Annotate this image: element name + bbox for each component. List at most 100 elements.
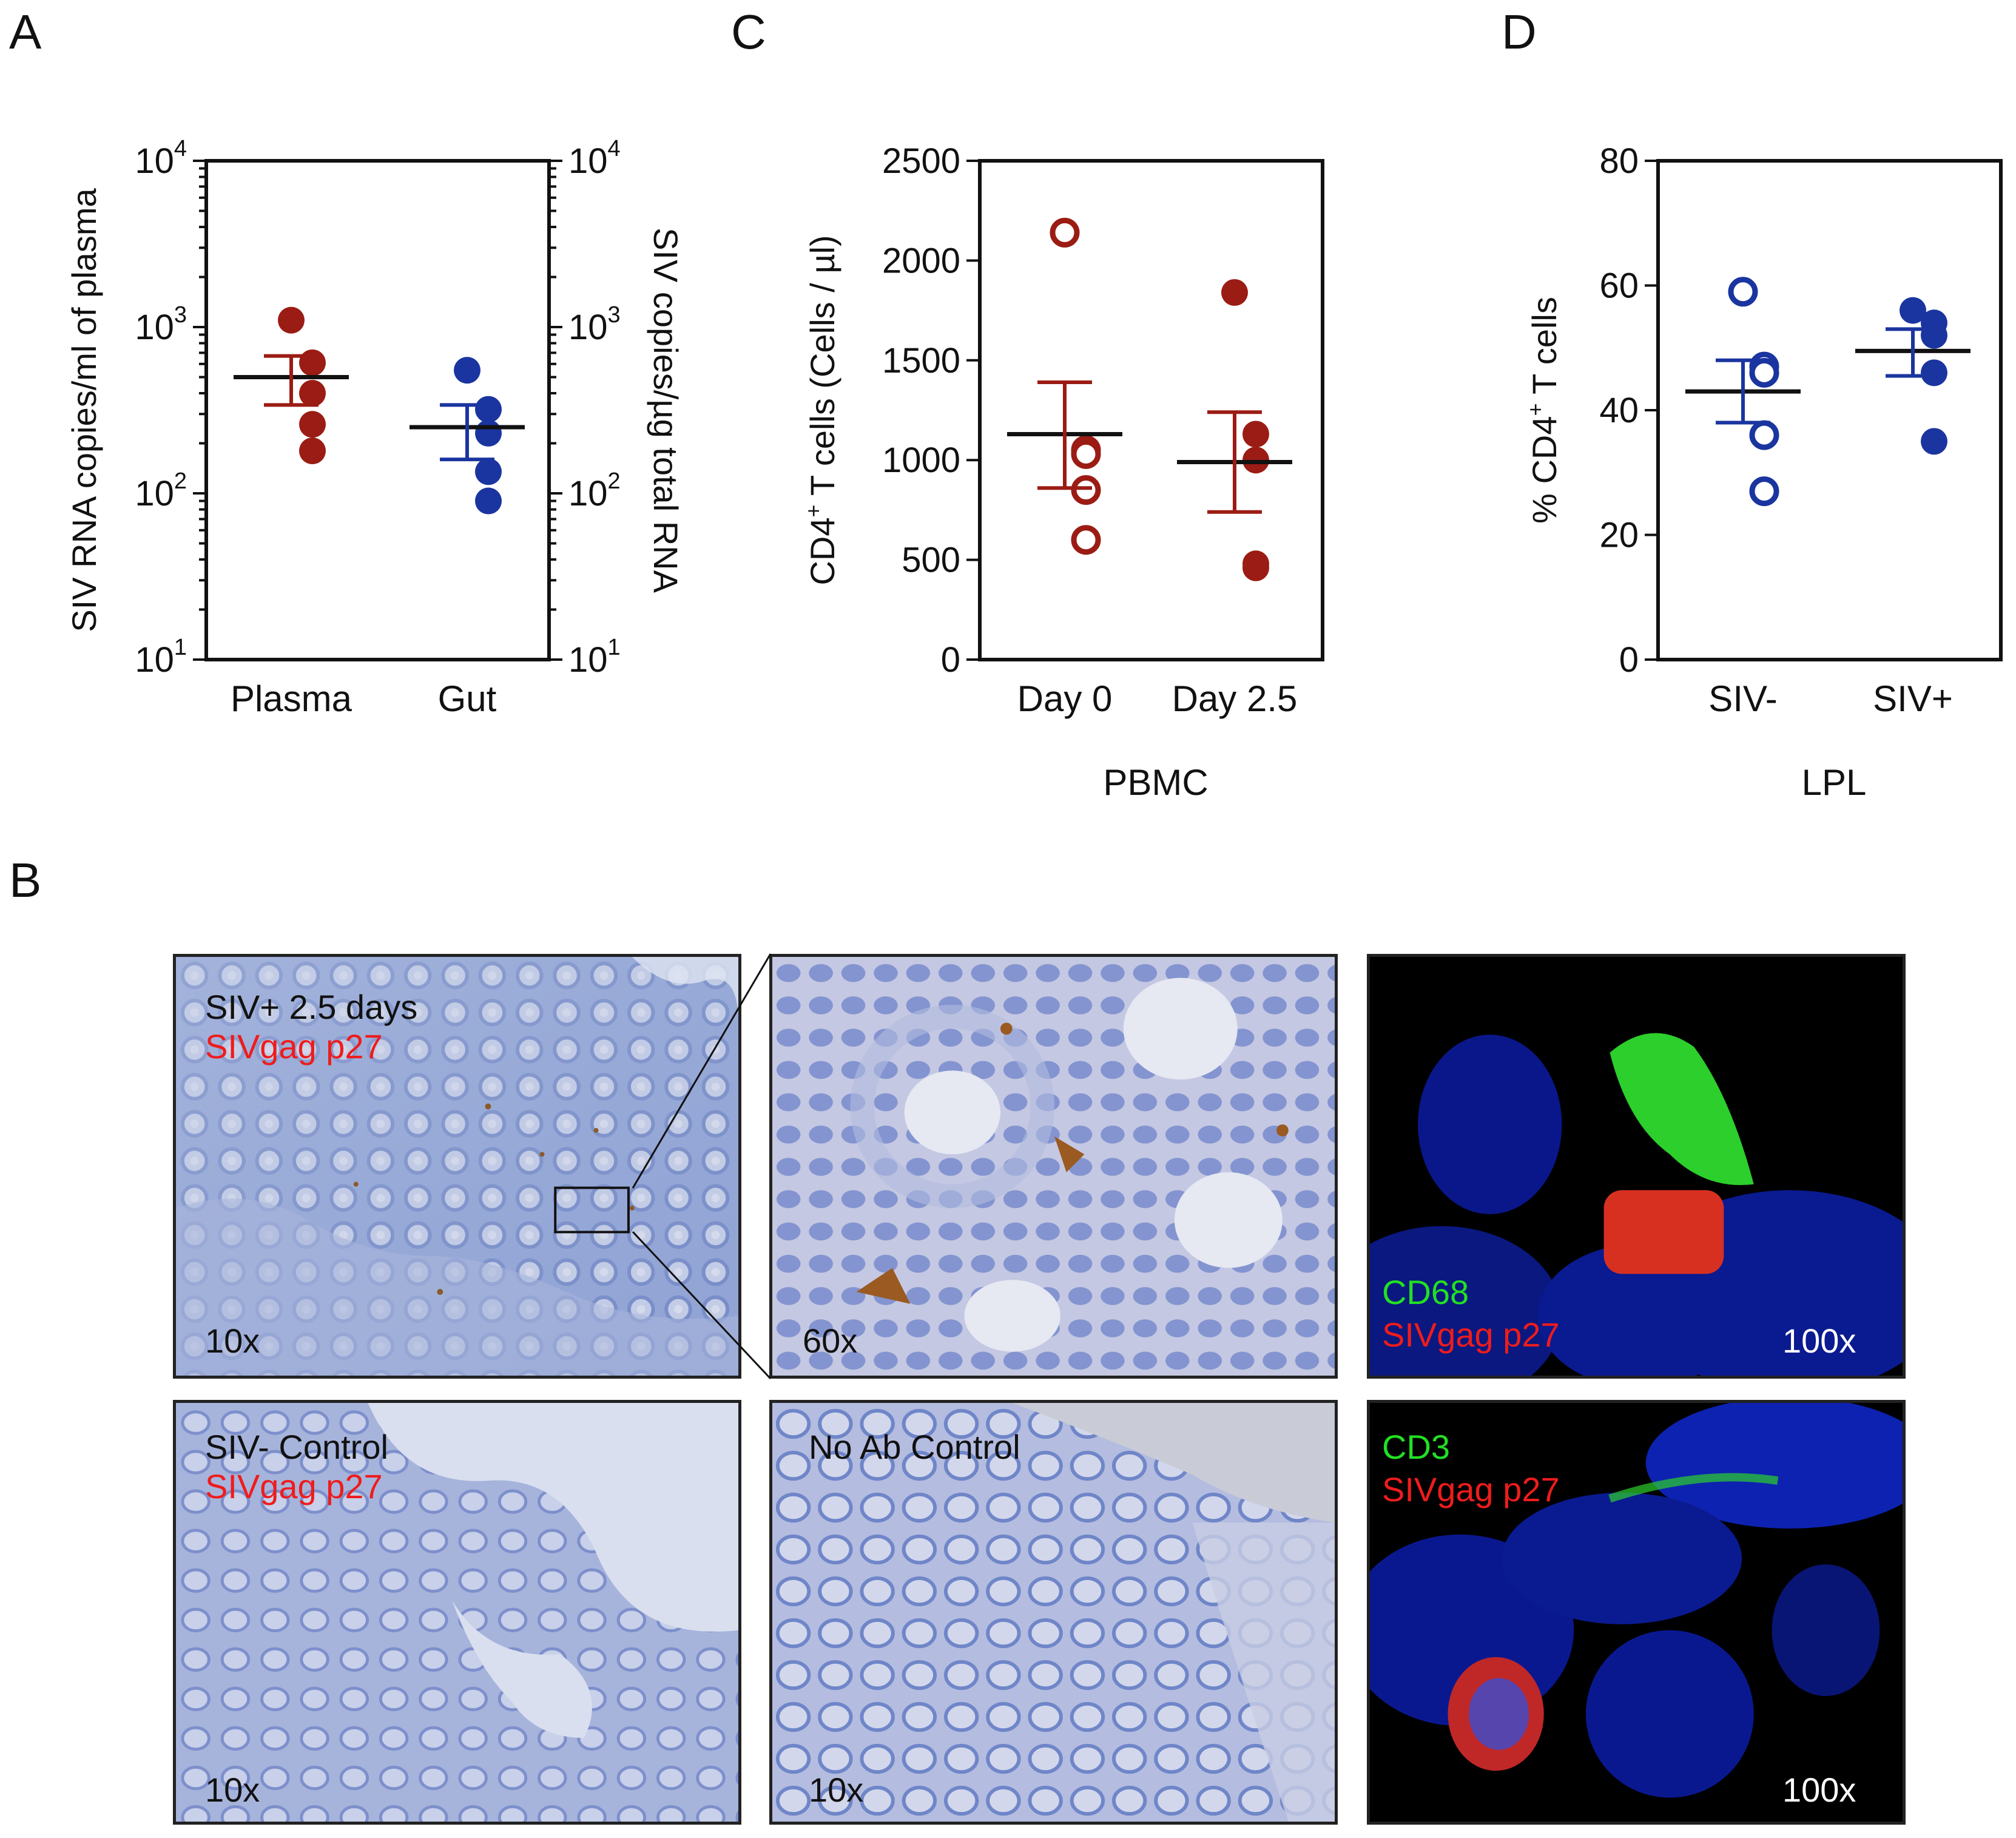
right-tick-label: 101 [568,635,621,680]
left-tick-label-base: 10 [135,141,174,181]
zoom-line-lower [632,1231,772,1380]
y-tick-label: 0 [1619,640,1639,680]
data-point [475,396,502,423]
data-point [1921,428,1947,455]
y-tick-label: 80 [1599,141,1639,181]
x-tick-label: Plasma [231,678,352,719]
data-point [1071,475,1101,505]
data-point [299,411,326,438]
right-tick-label-exp: 1 [608,635,621,660]
y-tick-label: 500 [902,541,960,580]
left-tick-label: 102 [135,468,187,513]
right-tick-label-base: 10 [568,308,608,347]
tile-stain-top-right: SIVgag p27 [1382,1316,1560,1354]
y-axis-label-d-sup: + [1523,403,1548,416]
tissue-image-10x-control [176,1403,738,1822]
y-axis-ticks-d [1645,160,1658,661]
tile-mag-bottom-right: 100x [1782,1771,1856,1809]
tile-mag-top-middle: 60x [803,1322,858,1360]
y-axis-label-d-suffix: T cells [1525,297,1563,403]
x-tick-label: Gut [438,678,497,719]
data-point [475,458,502,485]
right-tick-label-exp: 3 [608,302,621,328]
left-tick-label-exp: 3 [174,302,187,328]
x-tick-label: Day 0 [1017,678,1113,719]
micrograph-top-right: CD68 SIVgag p27 100x [1367,954,1906,1379]
group-label-c: PBMC [1103,762,1208,803]
tissue-image-10x-no-ab [772,1403,1335,1822]
data-point [278,306,305,334]
left-tick-label-exp: 4 [174,136,187,161]
data-point [299,438,326,465]
micrograph-bottom-left: SIV- Control SIVgag p27 10x [173,1400,741,1825]
micrograph-top-middle: 60x [769,954,1338,1379]
right-axis-ticks-a [549,160,562,661]
tile-stain-top-left: SIVgag p27 [205,1027,383,1066]
data-point [1242,554,1269,581]
data-point [1050,217,1080,248]
panel-letter-a: A [9,5,42,59]
right-tick-label-base: 10 [568,640,608,680]
right-tick-label: 102 [568,468,621,513]
right-tick-label-base: 10 [568,141,608,181]
fluorescence-image-cd68 [1370,957,1903,1376]
x-tick-labels-d: SIV- SIV+ [1708,678,1953,719]
x-tick-label: SIV- [1708,678,1777,719]
right-tick-label: 104 [568,136,621,181]
zoom-line-upper [632,953,772,1189]
y-tick-label: 1500 [882,341,960,380]
y-tick-labels-c: 0 500 1000 1500 2000 2500 [882,141,960,680]
data-point [454,357,480,384]
y-tick-label: 1000 [882,441,960,480]
x-tick-label: Day 2.5 [1172,678,1298,719]
data-point [1900,297,1926,324]
tile-stain-bottom-left: SIVgag p27 [205,1467,383,1505]
data-point [1921,359,1947,387]
y-axis-label-c-prefix: CD4 [803,518,841,586]
y-tick-label: 0 [941,640,960,680]
left-tick-label-base: 10 [135,308,174,347]
panel-letter-d: D [1502,5,1537,59]
data-point [475,487,502,515]
left-tick-label: 104 [135,136,187,181]
data-points-d [1685,277,1970,507]
right-tick-label: 103 [568,302,621,347]
y-axis-label-left-a: SIV RNA copies/ml of plasma [65,188,103,632]
plot-frame-c [978,159,1324,661]
y-axis-label-c-sup: + [801,504,826,517]
right-tick-label-base: 10 [568,474,608,513]
data-point [299,380,326,407]
tile-title-top-left: SIV+ 2.5 days [205,988,418,1026]
y-tick-label: 2500 [882,141,960,181]
y-tick-label: 40 [1599,391,1639,430]
panel-d: D 0 20 40 60 80 % CD4+ T cells SIV- SIV+ LPL [1502,5,2003,803]
micrograph-bottom-right: CD3 SIVgag p27 100x [1367,1400,1906,1825]
y-tick-label: 20 [1599,516,1639,555]
data-point [1221,279,1248,306]
data-point [1749,476,1779,507]
left-tick-label-base: 10 [135,474,174,513]
left-tick-label-base: 10 [135,640,174,680]
right-tick-label-exp: 2 [608,468,621,494]
data-point [1728,277,1758,307]
tile-mag-bottom-middle: 10x [809,1771,864,1809]
left-tick-label: 101 [135,635,187,680]
tile-marker-top-right: CD68 [1382,1273,1469,1311]
right-tick-label-exp: 4 [608,136,621,161]
fluorescence-image-cd3 [1370,1403,1903,1822]
y-tick-labels-d: 0 20 40 60 80 [1599,141,1639,680]
panel-letter-b-html: B [9,853,42,907]
tile-mag-top-left: 10x [205,1322,260,1360]
panel-c: C 0 500 1000 1500 2000 2500 CD4+ T cells (Cel… [731,5,1324,803]
tissue-image-60x [772,957,1335,1376]
left-tick-label-exp: 1 [174,635,187,660]
y-axis-label-d-prefix: % CD4 [1525,416,1563,523]
panel-letter-c: C [731,5,766,59]
tile-title-bottom-middle: No Ab Control [809,1428,1020,1466]
y-tick-label: 60 [1599,266,1639,306]
y-axis-label-c-suffix: T cells (Cells / µl) [803,235,841,504]
y-axis-label-right-a: SIV copies/µg total RNA [647,228,685,593]
